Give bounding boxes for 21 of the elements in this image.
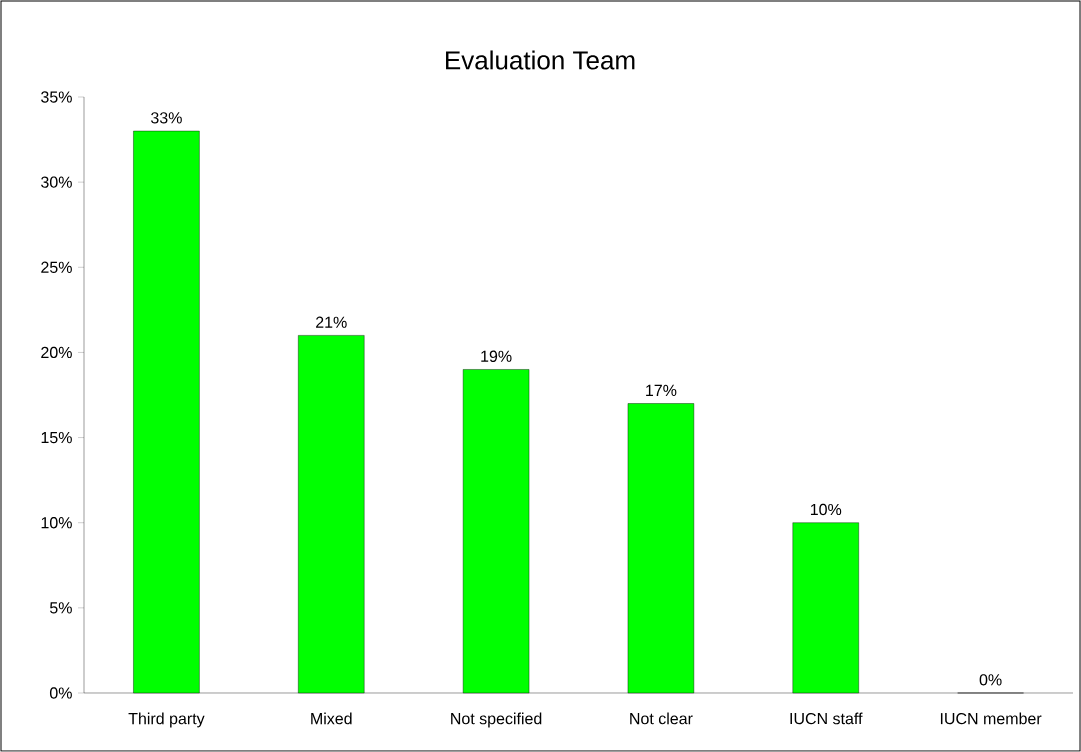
x-tick-label: Not clear [630,712,693,725]
y-tick-label: 5% [49,602,72,614]
x-tick-label: Not specified [451,712,542,728]
x-tick-label: IUCN member [940,712,1042,725]
y-tick-label: 15% [41,431,72,444]
data-label: 17% [646,384,677,396]
data-label: 0% [979,674,1002,686]
x-tick-label: Mixed [311,712,352,725]
data-label: 10% [810,503,842,516]
y-tick-label: 10% [41,517,72,529]
data-label: 21% [316,316,347,328]
y-tick-label: 30% [41,176,72,188]
y-tick-label: 35% [41,91,72,103]
y-tick-label: 20% [41,346,72,359]
x-tick-label: Third party [128,712,205,728]
data-label: 19% [481,350,512,362]
chart-title: Evaluation Team [446,50,635,70]
x-tick-label: IUCN staff [790,712,863,725]
y-tick-label: 25% [41,261,72,273]
y-tick-label: 0% [49,687,72,699]
data-label: 33% [151,112,182,124]
